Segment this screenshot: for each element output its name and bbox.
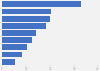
Bar bbox=[2, 1, 81, 7]
Bar bbox=[2, 59, 15, 65]
Bar bbox=[2, 30, 36, 36]
Bar bbox=[2, 52, 22, 58]
Bar bbox=[2, 9, 51, 14]
Bar bbox=[2, 44, 27, 50]
Bar bbox=[2, 23, 46, 29]
Bar bbox=[2, 16, 50, 22]
Bar bbox=[2, 37, 32, 43]
